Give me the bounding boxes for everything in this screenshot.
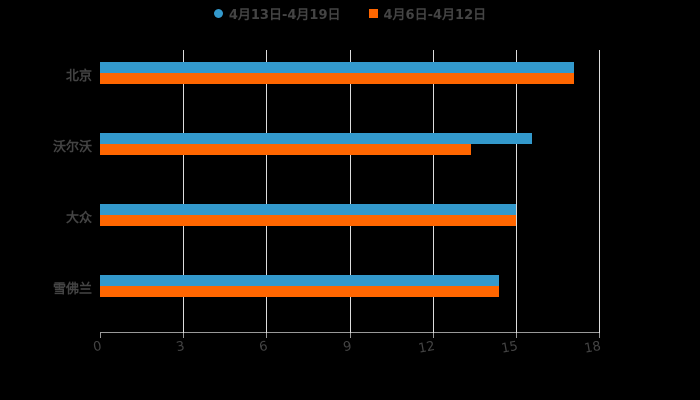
category-label: 大众 — [65, 210, 92, 226]
x-tick — [100, 333, 101, 338]
x-tick-label: 12 — [416, 339, 436, 357]
category-label: 北京 — [65, 69, 92, 85]
x-tick-label: 0 — [92, 339, 103, 356]
legend-item-series-1[interactable]: 4月13日-4月19日 — [213, 4, 341, 23]
x-tick — [515, 333, 517, 338]
category-label: 雪佛兰 — [52, 281, 92, 297]
x-tick — [183, 333, 185, 338]
bar[interactable] — [100, 203, 516, 215]
legend-swatch-circle-icon — [213, 9, 223, 18]
gridline — [266, 50, 268, 333]
bar[interactable] — [100, 133, 533, 145]
legend-item-series-2[interactable]: 4月6日-4月12日 — [368, 4, 487, 23]
x-tick — [432, 333, 434, 338]
x-tick-label: 9 — [341, 339, 353, 356]
legend-label: 4月6日-4月12日 — [383, 8, 487, 23]
x-tick — [599, 333, 600, 338]
category-label: 沃尔沃 — [52, 140, 92, 156]
bar[interactable] — [100, 274, 500, 286]
bar[interactable] — [100, 73, 575, 85]
gridline — [183, 50, 185, 333]
gridline — [599, 50, 600, 333]
x-tick-label: 18 — [583, 339, 603, 357]
bar[interactable] — [100, 144, 472, 156]
x-tick-label: 15 — [500, 339, 519, 357]
x-tick-label: 6 — [258, 339, 270, 356]
x-tick-label: 3 — [175, 339, 187, 356]
legend-label: 4月13日-4月19日 — [228, 8, 341, 23]
x-tick — [349, 333, 351, 338]
plot-area — [100, 50, 600, 338]
bar[interactable] — [100, 214, 516, 226]
bar[interactable] — [100, 62, 575, 74]
gridline — [432, 50, 434, 333]
chart-legend: 4月13日-4月19日 4月6日-4月12日 — [0, 4, 700, 23]
x-tick — [266, 333, 268, 338]
gridline — [515, 50, 517, 333]
legend-swatch-square-icon — [368, 9, 378, 18]
gridline — [349, 50, 351, 333]
bar[interactable] — [100, 285, 500, 297]
